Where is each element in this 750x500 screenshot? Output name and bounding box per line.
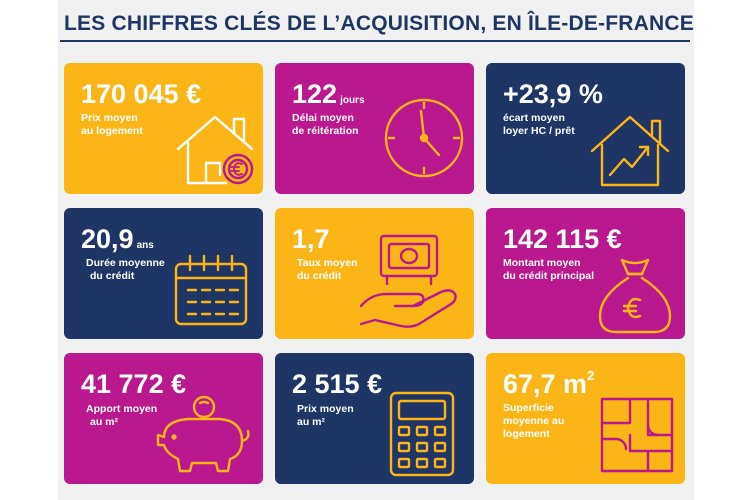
house-euro-icon <box>176 115 254 185</box>
calendar-icon <box>174 254 248 326</box>
card-value: +23,9 % <box>503 79 603 109</box>
card-label: Prix moyen au logement <box>81 112 143 137</box>
card-prix-m2: 2 515 € Prix moyen au m² <box>275 353 474 484</box>
card-apport-moyen: 41 772 € Apport moyen au m² <box>64 353 263 484</box>
calculator-icon <box>389 391 455 477</box>
card-label: Montant moyen du crédit principal <box>503 257 595 282</box>
card-value: 142 115 € <box>503 224 622 254</box>
card-superficie: 67,7 m2 Superficie moyenne au logement <box>486 353 685 484</box>
clock-icon <box>384 98 464 178</box>
card-value: 170 045 € <box>81 79 202 109</box>
card-value: 67,7 m2 <box>503 368 595 399</box>
card-value: 122 jours <box>292 79 365 109</box>
card-value: 41 772 € <box>81 369 187 399</box>
money-bag-icon <box>598 258 672 334</box>
card-label: écart moyen loyer HC / prêt <box>503 112 575 137</box>
floor-plan-icon <box>600 397 674 473</box>
card-label: Superficie moyenne au logement <box>503 402 565 440</box>
house-growth-icon <box>590 115 670 187</box>
card-label: Délai moyen de réitération <box>292 112 359 137</box>
card-ecart-loyer: +23,9 % écart moyen loyer HC / prêt <box>486 63 685 194</box>
card-prix-moyen-logement: 170 045 € Prix moyen au logement <box>64 63 263 194</box>
card-value: 2 515 € <box>292 369 383 399</box>
title-divider <box>60 40 690 42</box>
card-label: Prix moyen au m² <box>297 403 354 428</box>
card-taux-credit: 1,7 Taux moyen du crédit <box>275 208 474 339</box>
card-duree-credit: 20,9 ans Durée moyenne du crédit <box>64 208 263 339</box>
card-montant-credit: 142 115 € Montant moyen du crédit princip… <box>486 208 685 339</box>
piggy-bank-icon <box>156 395 250 473</box>
card-delai-reiteration: 122 jours Délai moyen de réitération <box>275 63 474 194</box>
hand-money-icon <box>359 234 457 328</box>
page-title: LES CHIFFRES CLÉS DE L’ACQUISITION, EN Î… <box>64 12 694 35</box>
card-label: Durée moyenne du crédit <box>86 257 165 282</box>
card-value: 20,9 ans <box>81 224 154 254</box>
card-label: Apport moyen au m² <box>86 403 158 428</box>
card-label: Taux moyen du crédit <box>297 257 358 282</box>
card-value: 1,7 <box>292 224 330 254</box>
